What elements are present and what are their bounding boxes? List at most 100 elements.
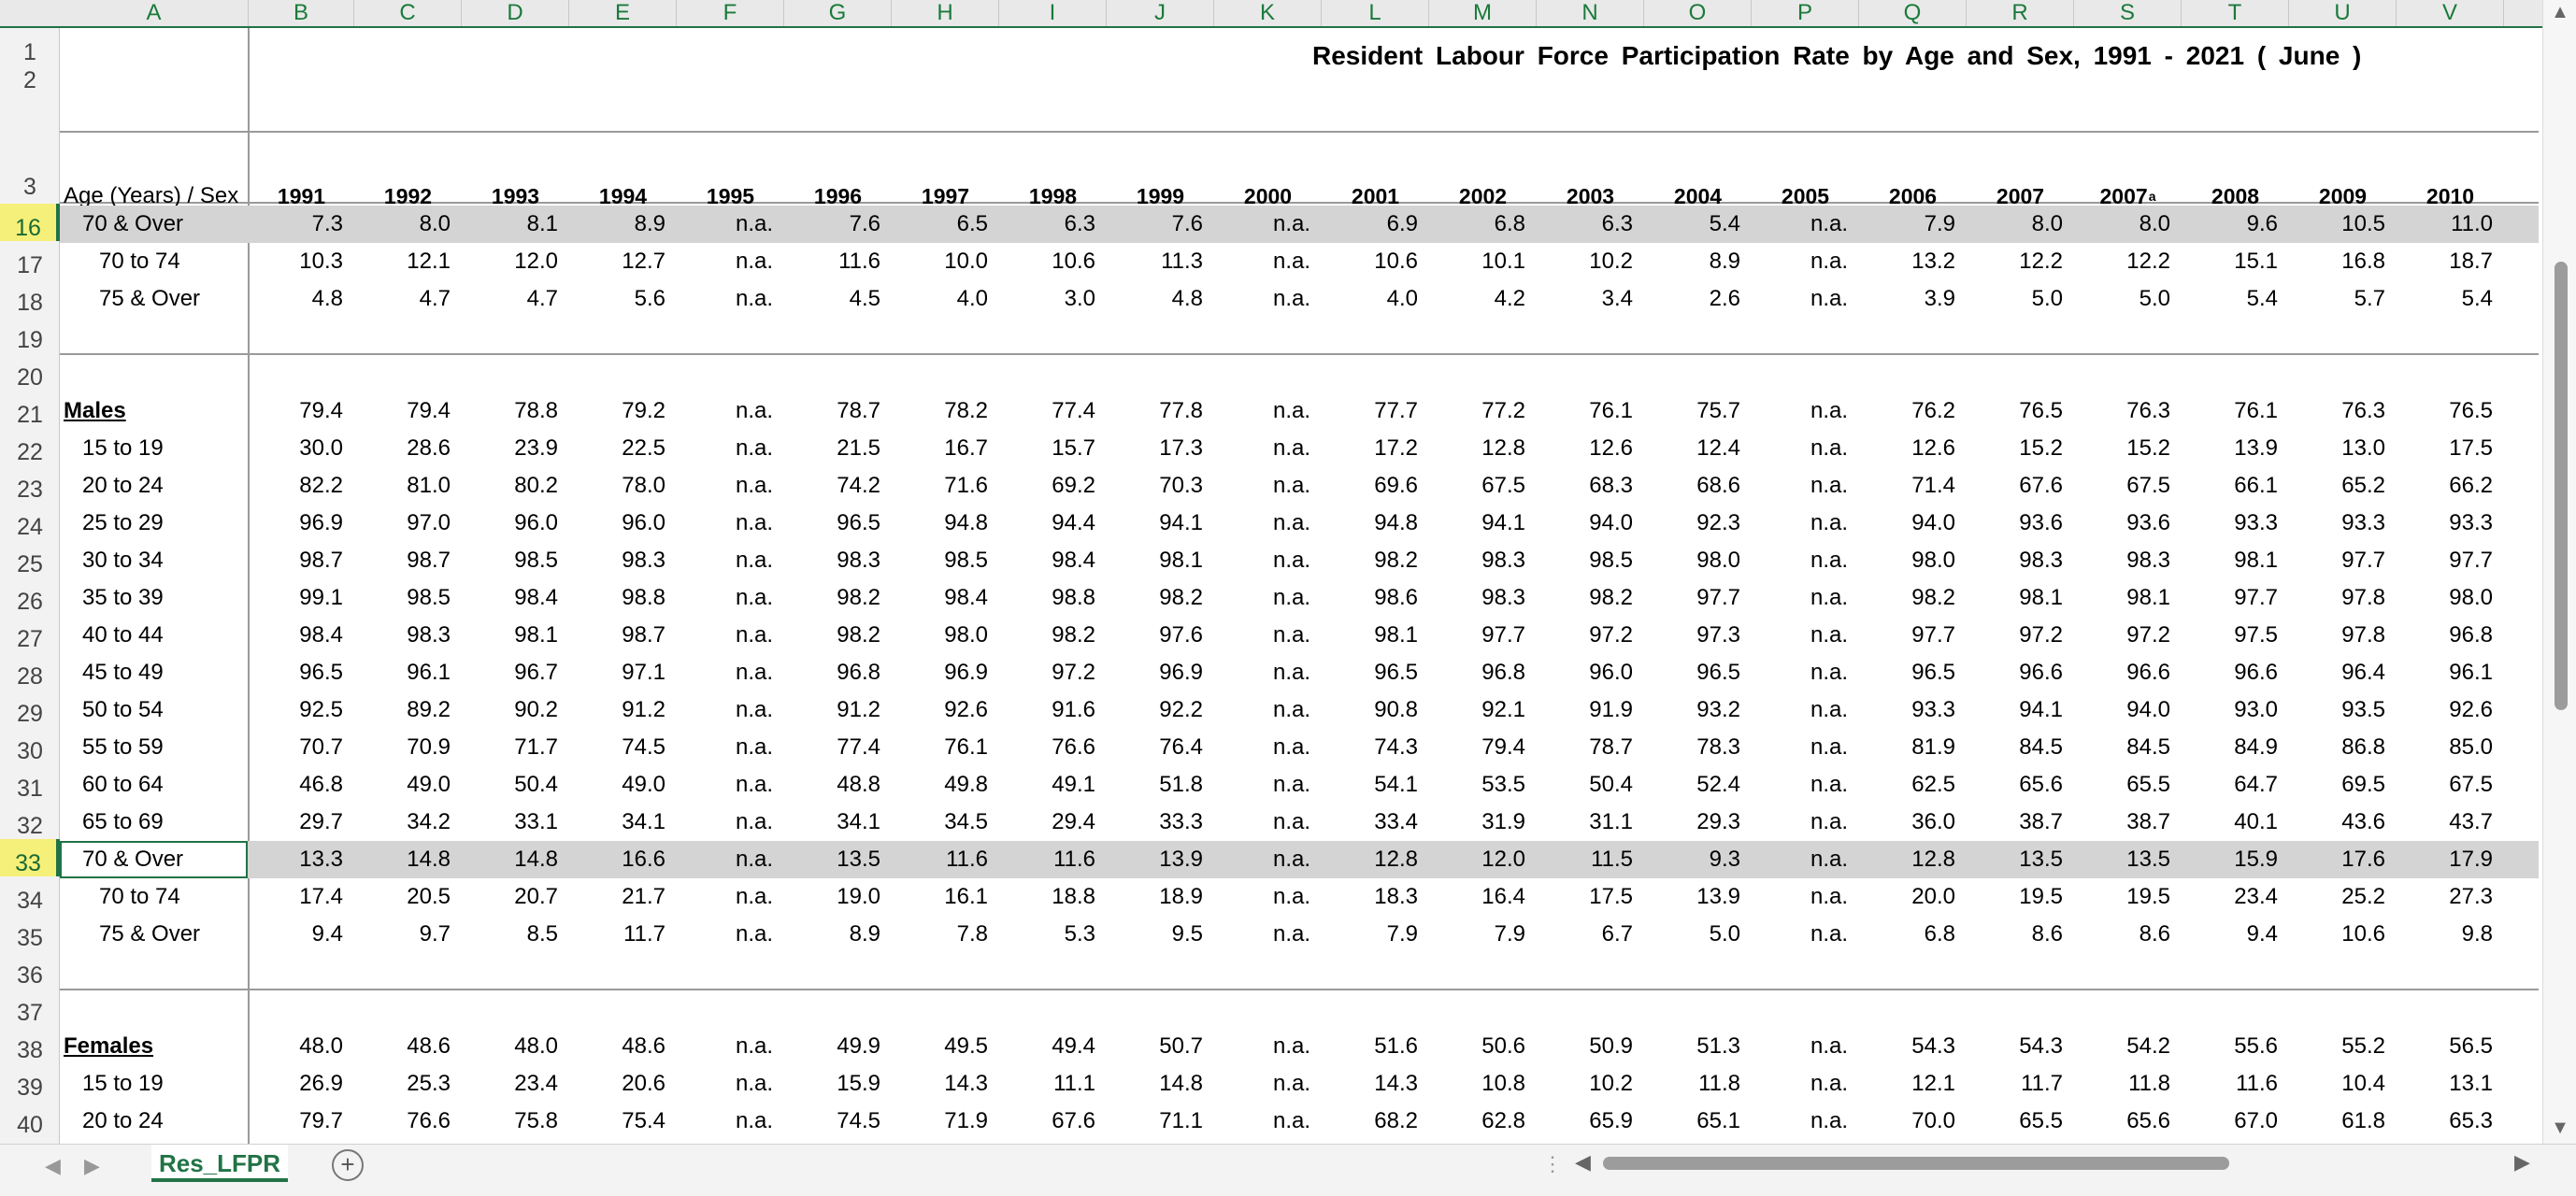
data-cell[interactable]: 96.8: [837, 660, 880, 685]
data-cell[interactable]: 17.6: [2341, 847, 2385, 872]
data-cell[interactable]: 2.6: [1709, 286, 1740, 311]
column-header-f[interactable]: F: [677, 0, 784, 26]
data-cell[interactable]: n.a.: [1272, 772, 1310, 797]
data-cell[interactable]: 23.4: [2234, 884, 2278, 909]
data-cell[interactable]: n.a.: [1810, 921, 1848, 947]
data-cell[interactable]: 17.3: [1159, 435, 1203, 461]
row-label[interactable]: 35 to 39: [82, 585, 164, 610]
data-cell[interactable]: n.a.: [1272, 697, 1310, 722]
data-cell[interactable]: 98.3: [2019, 548, 2063, 573]
column-header-c[interactable]: C: [354, 0, 462, 26]
data-cell[interactable]: 6.8: [1924, 921, 1955, 947]
data-cell[interactable]: 56.5: [2449, 1033, 2493, 1059]
data-cell[interactable]: 14.3: [944, 1071, 988, 1096]
data-cell[interactable]: 94.8: [944, 510, 988, 535]
data-cell[interactable]: n.a.: [735, 697, 773, 722]
data-cell[interactable]: n.a.: [1272, 398, 1310, 423]
data-cell[interactable]: 98.1: [2126, 585, 2170, 610]
data-cell[interactable]: 50.7: [1159, 1033, 1203, 1059]
data-cell[interactable]: 76.1: [1589, 398, 1633, 423]
data-cell[interactable]: n.a.: [1810, 585, 1848, 610]
data-cell[interactable]: 15.2: [2019, 435, 2063, 461]
data-cell[interactable]: 12.7: [622, 249, 665, 274]
data-cell[interactable]: 98.8: [1052, 585, 1095, 610]
data-cell[interactable]: n.a.: [1810, 548, 1848, 573]
data-cell[interactable]: 61.8: [2341, 1108, 2385, 1133]
year-header-1995[interactable]: 1995: [706, 183, 755, 208]
row-label[interactable]: 70 to 74: [99, 884, 180, 909]
data-cell[interactable]: 12.0: [1481, 847, 1525, 872]
year-header-1993[interactable]: 1993: [491, 183, 540, 208]
data-cell[interactable]: n.a.: [1272, 211, 1310, 236]
data-cell[interactable]: 13.9: [1159, 847, 1203, 872]
data-cell[interactable]: n.a.: [1272, 884, 1310, 909]
data-cell[interactable]: 66.2: [2449, 473, 2493, 498]
row-header-35[interactable]: 35: [17, 925, 43, 951]
data-cell[interactable]: 98.3: [622, 548, 665, 573]
data-cell[interactable]: 12.0: [514, 249, 558, 274]
data-cell[interactable]: 74.5: [837, 1108, 880, 1133]
data-cell[interactable]: 77.4: [837, 734, 880, 760]
data-cell[interactable]: 96.0: [514, 510, 558, 535]
data-cell[interactable]: 13.2: [1911, 249, 1955, 274]
data-cell[interactable]: 16.7: [944, 435, 988, 461]
data-cell[interactable]: 12.2: [2126, 249, 2170, 274]
data-cell[interactable]: 48.6: [407, 1033, 451, 1059]
data-cell[interactable]: n.a.: [1272, 473, 1310, 498]
data-cell[interactable]: 97.7: [2449, 548, 2493, 573]
column-header-b[interactable]: B: [249, 0, 354, 26]
row-header-30[interactable]: 30: [17, 738, 43, 764]
data-cell[interactable]: 75.4: [622, 1108, 665, 1133]
data-cell[interactable]: 17.2: [1374, 435, 1418, 461]
row-header-17[interactable]: 17: [17, 252, 43, 278]
row-header-37[interactable]: 37: [17, 1000, 43, 1026]
data-cell[interactable]: 96.5: [1374, 660, 1418, 685]
data-cell[interactable]: 67.5: [2126, 473, 2170, 498]
data-cell[interactable]: 94.1: [1481, 510, 1525, 535]
column-header-j[interactable]: J: [1107, 0, 1214, 26]
year-header-1991[interactable]: 1991: [277, 183, 326, 208]
data-cell[interactable]: 33.3: [1159, 809, 1203, 834]
data-cell[interactable]: 7.9: [1494, 921, 1525, 947]
row-header-3[interactable]: 3: [23, 174, 36, 200]
age-sex-header[interactable]: Age (Years) / Sex: [64, 183, 239, 208]
scroll-down-icon[interactable]: ▼: [2551, 1118, 2569, 1138]
data-cell[interactable]: n.a.: [1810, 697, 1848, 722]
data-cell[interactable]: 51.6: [1374, 1033, 1418, 1059]
row-header-36[interactable]: 36: [17, 962, 43, 989]
data-cell[interactable]: 96.5: [299, 660, 343, 685]
data-cell[interactable]: 76.3: [2126, 398, 2170, 423]
data-cell[interactable]: 99.1: [299, 585, 343, 610]
data-cell[interactable]: 10.5: [2341, 211, 2385, 236]
data-cell[interactable]: 15.9: [837, 1071, 880, 1096]
data-cell[interactable]: 5.4: [1709, 211, 1740, 236]
data-cell[interactable]: 50.4: [1589, 772, 1633, 797]
data-cell[interactable]: 8.0: [2139, 211, 2170, 236]
data-cell[interactable]: 54.1: [1374, 772, 1418, 797]
data-cell[interactable]: n.a.: [1810, 734, 1848, 760]
data-cell[interactable]: n.a.: [735, 286, 773, 311]
data-cell[interactable]: 33.4: [1374, 809, 1418, 834]
data-cell[interactable]: n.a.: [1272, 847, 1310, 872]
scroll-right-icon[interactable]: ▶: [2514, 1150, 2530, 1174]
data-cell[interactable]: 96.9: [944, 660, 988, 685]
data-cell[interactable]: n.a.: [735, 249, 773, 274]
data-cell[interactable]: n.a.: [1272, 435, 1310, 461]
row-label[interactable]: 70 & Over: [82, 847, 184, 872]
scroll-up-icon[interactable]: ▲: [2551, 2, 2569, 22]
data-cell[interactable]: 97.2: [2019, 622, 2063, 648]
data-cell[interactable]: n.a.: [735, 660, 773, 685]
data-cell[interactable]: 49.1: [1052, 772, 1095, 797]
data-cell[interactable]: 65.9: [1589, 1108, 1633, 1133]
data-cell[interactable]: 69.5: [2341, 772, 2385, 797]
data-cell[interactable]: n.a.: [1810, 772, 1848, 797]
data-cell[interactable]: n.a.: [1272, 510, 1310, 535]
data-cell[interactable]: 98.6: [1374, 585, 1418, 610]
data-cell[interactable]: 65.6: [2019, 772, 2063, 797]
row-header-32[interactable]: 32: [17, 813, 43, 839]
data-cell[interactable]: 79.4: [407, 398, 451, 423]
data-cell[interactable]: 98.3: [407, 622, 451, 648]
data-cell[interactable]: 12.6: [1911, 435, 1955, 461]
year-header-2008[interactable]: 2008: [2211, 183, 2260, 208]
data-cell[interactable]: 8.5: [526, 921, 558, 947]
